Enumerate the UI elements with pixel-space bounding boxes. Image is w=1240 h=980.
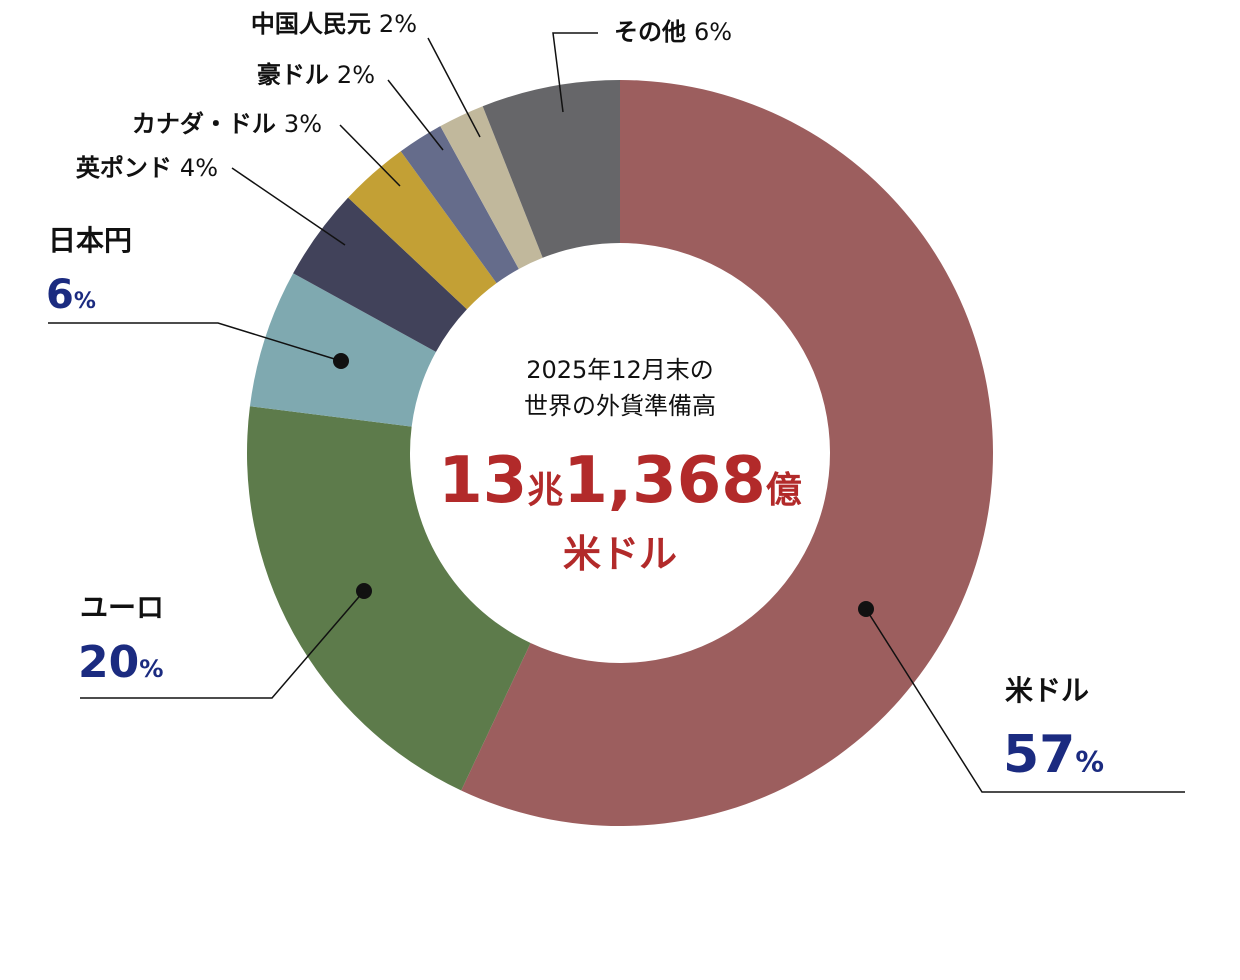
donut-segment (440, 106, 543, 269)
donut-segment (293, 197, 467, 352)
category-label: 米ドル (1005, 674, 1089, 707)
category-label: カナダ・ドル (132, 110, 276, 138)
leader-line (552, 32, 598, 113)
value-label: 6% (46, 272, 96, 318)
segment-label: 豪ドル 2% (257, 61, 375, 89)
value-label: 2% (337, 61, 375, 89)
category-label: 中国人民元 (251, 10, 371, 38)
center-label: 2025年12月末の (526, 356, 714, 384)
leader-line (387, 79, 444, 151)
leader-line (865, 608, 1185, 793)
value-label: 2% (379, 10, 417, 38)
center-total: 13兆1,368億 (438, 444, 802, 518)
leader-line (80, 590, 365, 699)
category-label: ユーロ (80, 591, 164, 624)
donut-segment (482, 80, 620, 258)
segment-label: カナダ・ドル 3% (132, 110, 322, 138)
value-label: 6% (694, 18, 732, 46)
donut-segment (249, 273, 436, 427)
value-label: 20% (78, 637, 163, 688)
value-label: 57% (1003, 725, 1104, 785)
category-label: 英ポンド (76, 154, 172, 182)
donut-segment (400, 126, 519, 284)
leader-line (231, 167, 346, 246)
leader-line (48, 322, 342, 362)
category-label: 豪ドル (257, 61, 329, 89)
segment-label: その他 6% (614, 18, 732, 46)
center-label: 世界の外貨準備高 (524, 392, 716, 420)
value-label: 3% (284, 110, 322, 138)
leader-line (339, 124, 401, 187)
leader-line (427, 37, 481, 138)
segment-label: 英ポンド 4% (76, 154, 218, 182)
donut-segment (246, 406, 531, 791)
value-label: 4% (180, 154, 218, 182)
category-label: 日本円 (48, 224, 132, 257)
donut-segment (461, 80, 993, 826)
category-label: その他 (614, 18, 686, 46)
center-unit: 米ドル (563, 532, 677, 576)
segment-label: 中国人民元 2% (251, 10, 417, 38)
donut-segment (348, 151, 497, 310)
